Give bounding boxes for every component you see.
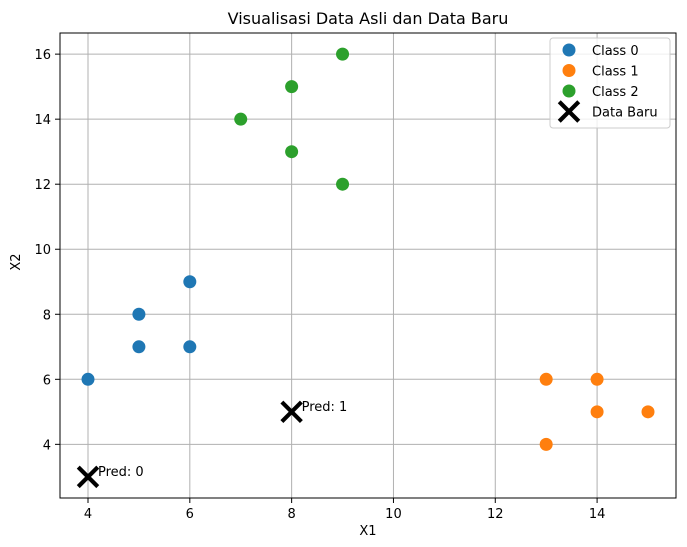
axes: 4 6 8 10 12 14 4 6 8 10 12 14 16: [34, 32, 677, 522]
y-tick-label: 6: [43, 373, 51, 388]
data-point: [539, 437, 553, 451]
legend-entry: Class 1: [592, 65, 639, 80]
legend-marker: [557, 100, 581, 123]
annotations: Pred: 0 Pred: 1: [98, 400, 347, 480]
y-tick-label: 8: [43, 308, 51, 323]
legend-box: [549, 37, 671, 129]
x-tick-label: 12: [487, 507, 504, 522]
data-point: [234, 112, 248, 126]
y-axis-label: X2: [9, 253, 24, 270]
x-tick-label: 4: [84, 507, 92, 522]
prediction-annotation: Pred: 1: [302, 400, 348, 415]
data-point: [336, 177, 350, 191]
y-tick-label: 16: [34, 48, 51, 63]
legend-entry: Class 2: [592, 85, 639, 100]
data-point: [590, 372, 604, 386]
data-point: [336, 47, 350, 61]
data-point: [132, 307, 146, 321]
data-point: [183, 340, 197, 354]
x-tick-label: 6: [186, 507, 194, 522]
chart-title: Visualisasi Data Asli dan Data Baru: [228, 9, 509, 28]
data-point: [183, 275, 197, 289]
series-3: [76, 400, 303, 489]
data-point: [285, 80, 299, 94]
new-data-point: [280, 400, 303, 424]
data-points: [76, 47, 655, 489]
series-2: [234, 47, 350, 191]
data-point: [285, 145, 299, 159]
prediction-annotation: Pred: 0: [98, 465, 144, 480]
y-tick-label: 14: [34, 113, 51, 128]
x-tick-label: 8: [287, 507, 295, 522]
legend-entry: Class 0: [592, 44, 639, 59]
x-axis-label: X1: [359, 524, 376, 539]
data-point: [539, 372, 553, 386]
series-1: [539, 372, 655, 451]
data-point: [590, 405, 604, 419]
data-point: [81, 372, 95, 386]
series-0: [81, 275, 197, 386]
new-data-point: [76, 465, 100, 489]
legend-marker: [562, 43, 576, 57]
data-point: [132, 340, 146, 354]
legend-entry: Data Baru: [592, 106, 658, 121]
data-point: [641, 405, 655, 419]
plot-frame: [59, 32, 677, 499]
y-tick-label: 12: [34, 178, 51, 193]
legend: Class 0 Class 1 Class 2 Data Baru: [549, 37, 671, 129]
legend-marker: [562, 64, 576, 77]
y-tick-label: 10: [34, 243, 51, 258]
x-tick-label: 14: [589, 507, 606, 522]
y-tick-label: 4: [43, 438, 51, 453]
x-tick-label: 10: [385, 507, 402, 522]
legend-marker: [562, 84, 576, 98]
